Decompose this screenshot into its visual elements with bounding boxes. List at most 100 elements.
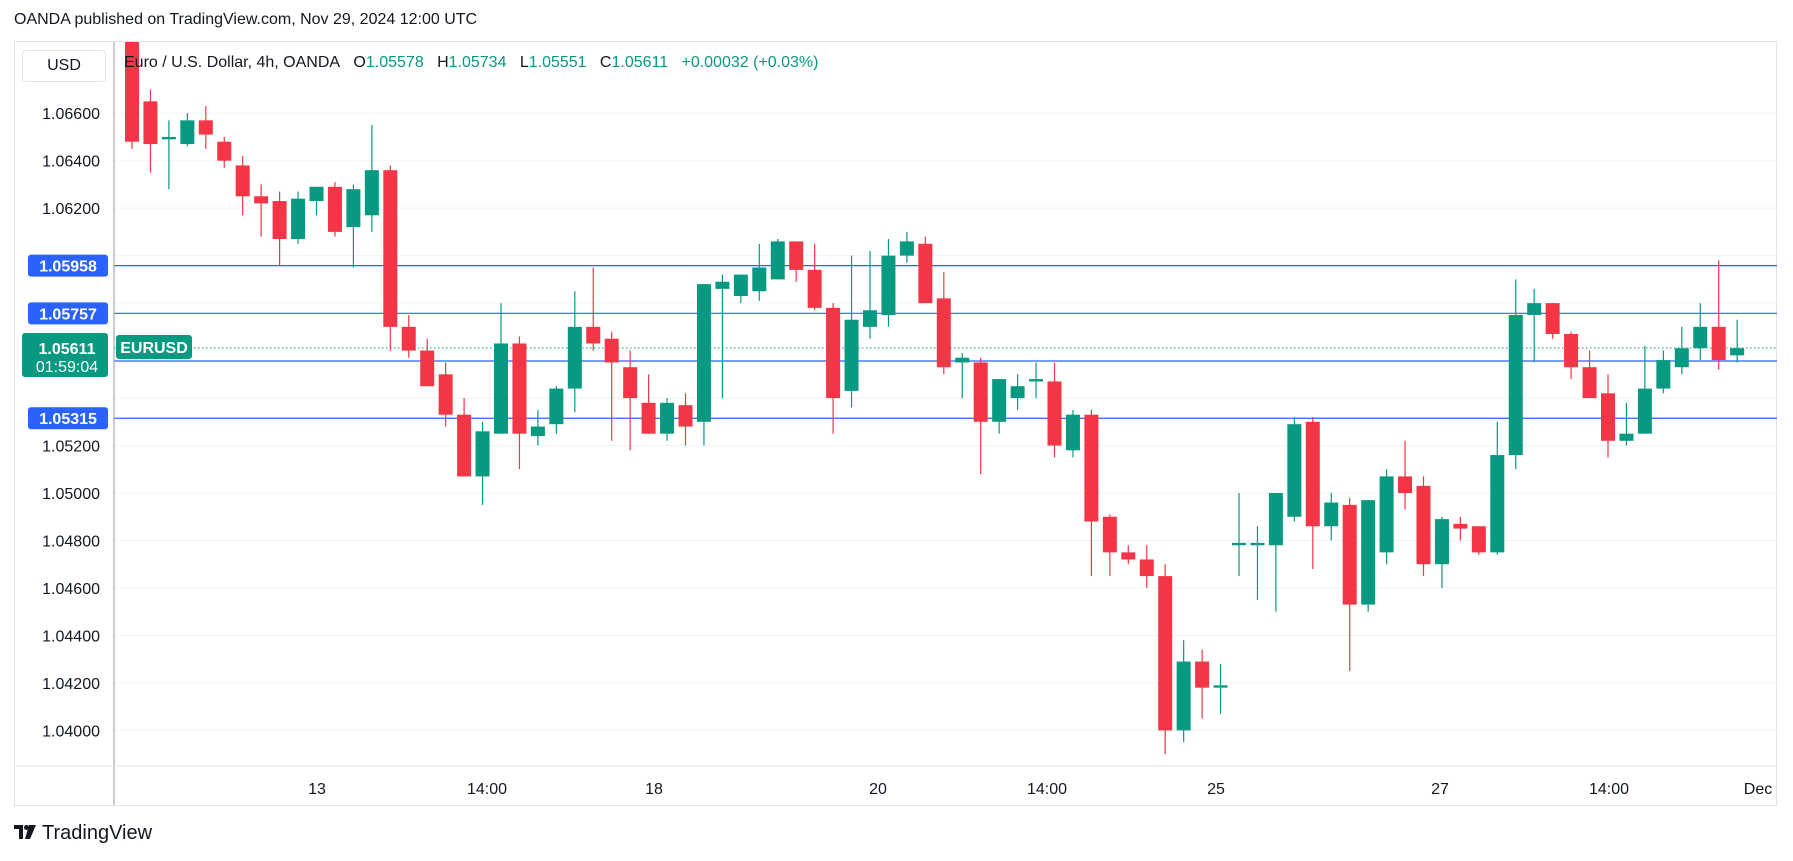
- candle[interactable]: [1232, 493, 1246, 577]
- candle[interactable]: [936, 272, 951, 375]
- candle[interactable]: [254, 184, 269, 237]
- candle-body: [143, 101, 158, 145]
- candle[interactable]: [992, 379, 1007, 434]
- candle[interactable]: [826, 303, 841, 434]
- candle[interactable]: [1102, 514, 1117, 577]
- candle-body: [1582, 367, 1597, 399]
- tradingview-footer[interactable]: TradingView: [14, 822, 152, 845]
- candle[interactable]: [623, 350, 638, 451]
- candle[interactable]: [1508, 279, 1523, 470]
- candle[interactable]: [1029, 362, 1044, 399]
- candle[interactable]: [899, 231, 914, 263]
- candle[interactable]: [955, 352, 970, 399]
- candle[interactable]: [586, 267, 601, 351]
- candle-body: [1545, 303, 1560, 334]
- candle[interactable]: [973, 357, 988, 475]
- candle[interactable]: [752, 243, 767, 301]
- price-tags: 1.059581.057571.055561.053151.0561101:59…: [22, 254, 192, 430]
- candle[interactable]: [1637, 345, 1652, 434]
- candle[interactable]: [1693, 303, 1708, 361]
- candle[interactable]: [291, 191, 306, 244]
- candle[interactable]: [1268, 493, 1283, 612]
- candle[interactable]: [272, 191, 287, 266]
- candle[interactable]: [567, 291, 582, 413]
- candle-body: [1619, 433, 1634, 441]
- candle[interactable]: [1047, 362, 1062, 458]
- candle[interactable]: [660, 398, 675, 441]
- candle[interactable]: [512, 336, 527, 470]
- candle[interactable]: [1065, 409, 1080, 458]
- candle[interactable]: [457, 398, 472, 477]
- y-tick-label: 1.04800: [42, 533, 100, 550]
- candle[interactable]: [438, 362, 453, 427]
- candle[interactable]: [1176, 640, 1191, 743]
- candle[interactable]: [364, 125, 379, 232]
- candle[interactable]: [235, 155, 250, 216]
- candle[interactable]: [161, 120, 176, 190]
- candle[interactable]: [1527, 288, 1542, 363]
- candle[interactable]: [1139, 545, 1154, 588]
- candle[interactable]: [475, 421, 490, 505]
- candle[interactable]: [1582, 350, 1597, 399]
- candle[interactable]: [1471, 526, 1486, 555]
- candle[interactable]: [1453, 516, 1468, 541]
- candle[interactable]: [715, 274, 730, 399]
- candle[interactable]: [530, 409, 545, 446]
- candle[interactable]: [309, 186, 324, 216]
- candle[interactable]: [1490, 421, 1505, 555]
- candle[interactable]: [1213, 663, 1228, 714]
- candle[interactable]: [1416, 476, 1431, 577]
- candle[interactable]: [678, 393, 693, 446]
- candle[interactable]: [1324, 493, 1339, 541]
- candle[interactable]: [1545, 303, 1560, 339]
- candle[interactable]: [1601, 374, 1615, 458]
- candle[interactable]: [1121, 545, 1136, 565]
- candle[interactable]: [770, 239, 785, 280]
- candle[interactable]: [733, 274, 748, 304]
- candle[interactable]: [1342, 497, 1357, 672]
- candle[interactable]: [863, 250, 877, 339]
- candle[interactable]: [549, 386, 564, 434]
- candle[interactable]: [1010, 374, 1025, 410]
- candle-body: [752, 267, 767, 292]
- candle[interactable]: [789, 241, 804, 282]
- candle[interactable]: [1711, 260, 1726, 370]
- candle[interactable]: [401, 314, 416, 358]
- candle[interactable]: [1619, 402, 1634, 446]
- candle[interactable]: [1564, 331, 1579, 380]
- candle[interactable]: [346, 184, 361, 268]
- candle[interactable]: [1195, 649, 1210, 719]
- candle-body: [1195, 661, 1210, 688]
- candle[interactable]: [881, 239, 896, 327]
- candle[interactable]: [420, 338, 435, 387]
- candle[interactable]: [1287, 417, 1302, 522]
- candle[interactable]: [1158, 564, 1173, 755]
- candle[interactable]: [1730, 319, 1745, 363]
- candle[interactable]: [1379, 469, 1394, 565]
- candle[interactable]: [918, 236, 933, 304]
- candle[interactable]: [1656, 350, 1671, 394]
- candle[interactable]: [1674, 326, 1689, 375]
- candle[interactable]: [1084, 409, 1099, 577]
- candle[interactable]: [383, 165, 398, 351]
- candle[interactable]: [1361, 500, 1376, 612]
- candle[interactable]: [1250, 526, 1265, 600]
- candle[interactable]: [807, 243, 822, 311]
- candle[interactable]: [217, 136, 232, 168]
- candle[interactable]: [180, 113, 195, 147]
- candle[interactable]: [604, 331, 619, 441]
- candle[interactable]: [844, 255, 859, 408]
- candle[interactable]: [1434, 516, 1449, 588]
- y-tick-label: 1.04400: [42, 628, 100, 645]
- candle[interactable]: [143, 89, 158, 173]
- candle[interactable]: [641, 374, 656, 434]
- currency-button[interactable]: USD: [22, 50, 106, 82]
- candle[interactable]: [1305, 417, 1320, 569]
- candle[interactable]: [696, 284, 711, 446]
- candle[interactable]: [1398, 440, 1413, 510]
- candle[interactable]: [327, 182, 342, 237]
- candle[interactable]: [125, 42, 139, 149]
- candle[interactable]: [494, 303, 508, 434]
- candle[interactable]: [198, 106, 213, 149]
